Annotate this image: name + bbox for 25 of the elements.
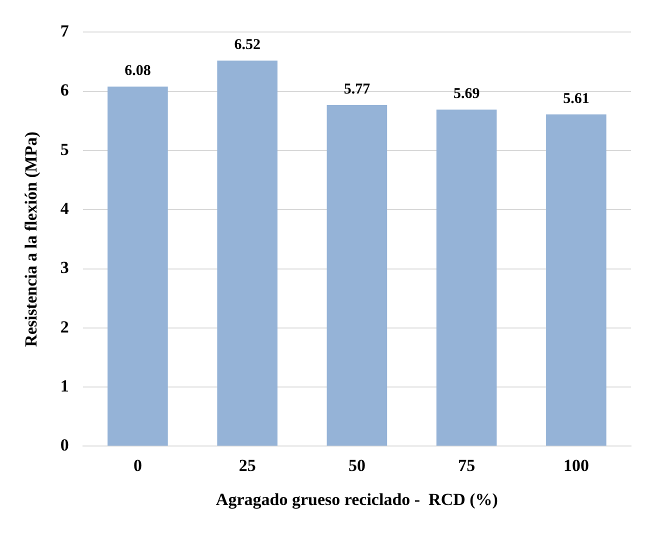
y-tick-label: 4 [60, 199, 70, 218]
data-label: 5.77 [344, 81, 371, 98]
y-tick-label: 1 [60, 376, 69, 396]
x-axis-title: Agragado grueso reciclado - RCD (%) [216, 490, 498, 510]
y-axis-title: Resistencia a la flexión (MPa) [22, 132, 41, 347]
x-tick-label: 100 [563, 456, 589, 475]
y-tick-label: 6 [60, 80, 69, 100]
x-tick-label: 25 [238, 456, 256, 475]
data-label: 5.61 [563, 90, 590, 107]
x-tick-label: 75 [458, 456, 476, 475]
data-label: 6.08 [124, 62, 151, 79]
bar [326, 104, 388, 446]
y-tick-label: 7 [60, 22, 70, 41]
bar [108, 86, 168, 446]
y-tick-label: 5 [60, 140, 69, 159]
data-label: 6.52 [234, 36, 260, 53]
bar [217, 60, 278, 446]
y-tick-label: 2 [60, 317, 69, 336]
x-tick-label: 0 [133, 456, 142, 475]
bar [546, 114, 606, 446]
data-label: 5.69 [453, 86, 480, 102]
y-tick-label: 3 [60, 258, 69, 278]
x-tick-label: 50 [348, 456, 366, 475]
bar [436, 110, 497, 446]
y-tick-label: 0 [60, 436, 69, 455]
